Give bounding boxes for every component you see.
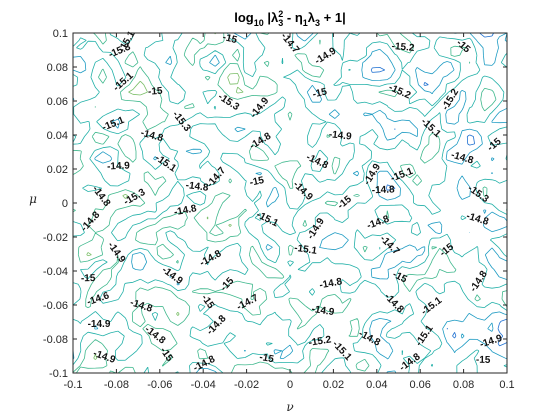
x-tick-label: 0.1: [499, 379, 514, 391]
contour-label: -14.9: [107, 160, 131, 172]
contour-label: -15: [485, 136, 503, 154]
contour-label: -15.2: [387, 82, 413, 101]
contour-label: -14.8: [248, 131, 274, 152]
contour-label: -14.8: [468, 269, 490, 294]
contour-label: -15.3: [466, 183, 491, 205]
contour-label: -14.6: [86, 290, 112, 308]
contour-label: -14.8: [366, 214, 392, 232]
contour-label: -15.1: [419, 295, 444, 318]
contour-label: -14.9: [92, 348, 118, 366]
contour-label: -14.8: [382, 291, 406, 315]
contour-label: -14.8: [173, 203, 198, 218]
contour-label: -15: [391, 269, 409, 286]
x-tick-label: 0.04: [366, 379, 387, 391]
contour-label: -15.1: [153, 153, 178, 175]
contour-label: -14.8: [142, 324, 167, 347]
contour-label: -14.9: [311, 304, 336, 318]
x-axis-label: ν: [286, 400, 293, 414]
contour-label: -14.9: [160, 265, 185, 288]
y-tick-label: -0.08: [43, 334, 68, 346]
contour-label: -15.3: [170, 109, 193, 134]
contour-level--15_1: [72, 32, 508, 374]
y-tick-label: 0.06: [47, 96, 68, 108]
contour-label: -15: [199, 293, 217, 312]
contour-level--14_9: [72, 32, 508, 374]
x-tick-label: 0.06: [409, 379, 430, 391]
contour-label: -15: [454, 38, 472, 56]
y-tick-label: -0.02: [43, 232, 68, 244]
contour-label: -15.1: [101, 115, 127, 134]
x-tick-label: -0.06: [147, 379, 172, 391]
contour-label: -15: [218, 275, 236, 293]
contour-label: -15.2: [308, 334, 333, 348]
contour-label: -15.3: [216, 91, 241, 113]
contour-label: -14.8: [357, 328, 383, 349]
contour-label: -15: [148, 86, 164, 98]
contour-label: -15.2: [440, 87, 461, 113]
contour-label: -14.8: [139, 128, 164, 145]
contour-label: -14.9: [291, 179, 315, 203]
contour-label: -15: [221, 32, 238, 46]
contour-label: -14.8: [319, 276, 344, 291]
contour-level--14_8: [86, 32, 244, 360]
contour-label: -14.9: [362, 162, 384, 188]
contour-label: -14.9: [478, 333, 503, 351]
y-tick-label: -0.1: [49, 368, 68, 380]
contour-label: -15.3: [107, 41, 133, 60]
contour-label: -14.8: [79, 209, 103, 234]
contour-label: -15: [476, 355, 491, 366]
x-tick-label: 0: [287, 379, 293, 391]
contour-label: -15: [258, 352, 275, 365]
contour-label: -14.8: [304, 152, 330, 172]
contour-label: -15: [81, 273, 96, 284]
contour-label: -14.8: [198, 248, 224, 269]
contour-level--15: [72, 32, 508, 374]
contour-label: -14.8: [465, 211, 490, 228]
contour-label: -14.8: [185, 180, 209, 194]
contour-label: -14.9: [328, 129, 352, 142]
y-axis-label: μ: [29, 192, 37, 206]
y-tick-label: 0.08: [47, 62, 68, 74]
contour-label: -15: [438, 241, 457, 259]
contour-label: -14.8: [90, 184, 113, 209]
x-tick-label: -0.1: [64, 379, 83, 391]
chart-title: log10 |λ2 3 - η1λ3 + 1|: [234, 9, 345, 28]
contour-label: -14.7: [235, 292, 261, 313]
contour-label: -15: [336, 194, 354, 212]
y-tick-label: -0.06: [43, 300, 68, 312]
contour-label: -15.1: [414, 323, 436, 348]
contour-label: -14.8: [372, 184, 396, 196]
contour-label: -14.9: [305, 216, 327, 241]
x-tick-label: -0.02: [234, 379, 259, 391]
y-tick-label: -0.04: [43, 266, 68, 278]
contour-label: -14.9: [88, 319, 111, 330]
contour-label: -15.1: [293, 243, 318, 257]
x-tick-label: 0.08: [453, 379, 474, 391]
y-tick-label: 0.04: [47, 130, 68, 142]
contour-label: -15.1: [255, 210, 281, 230]
x-tick-label: -0.08: [104, 379, 129, 391]
y-tick-label: 0.1: [53, 28, 68, 40]
contour-label: -15.1: [389, 166, 415, 185]
y-tick-label: 0.02: [47, 164, 68, 176]
x-tick-label: -0.04: [191, 379, 216, 391]
contour-label: -15.2: [391, 41, 415, 54]
contour-label: -15: [249, 175, 266, 189]
contour-label: -14.9: [313, 45, 339, 67]
contour-label: -15: [312, 86, 329, 100]
y-tick-label: 0: [62, 198, 68, 210]
x-tick-label: 0.02: [323, 379, 344, 391]
